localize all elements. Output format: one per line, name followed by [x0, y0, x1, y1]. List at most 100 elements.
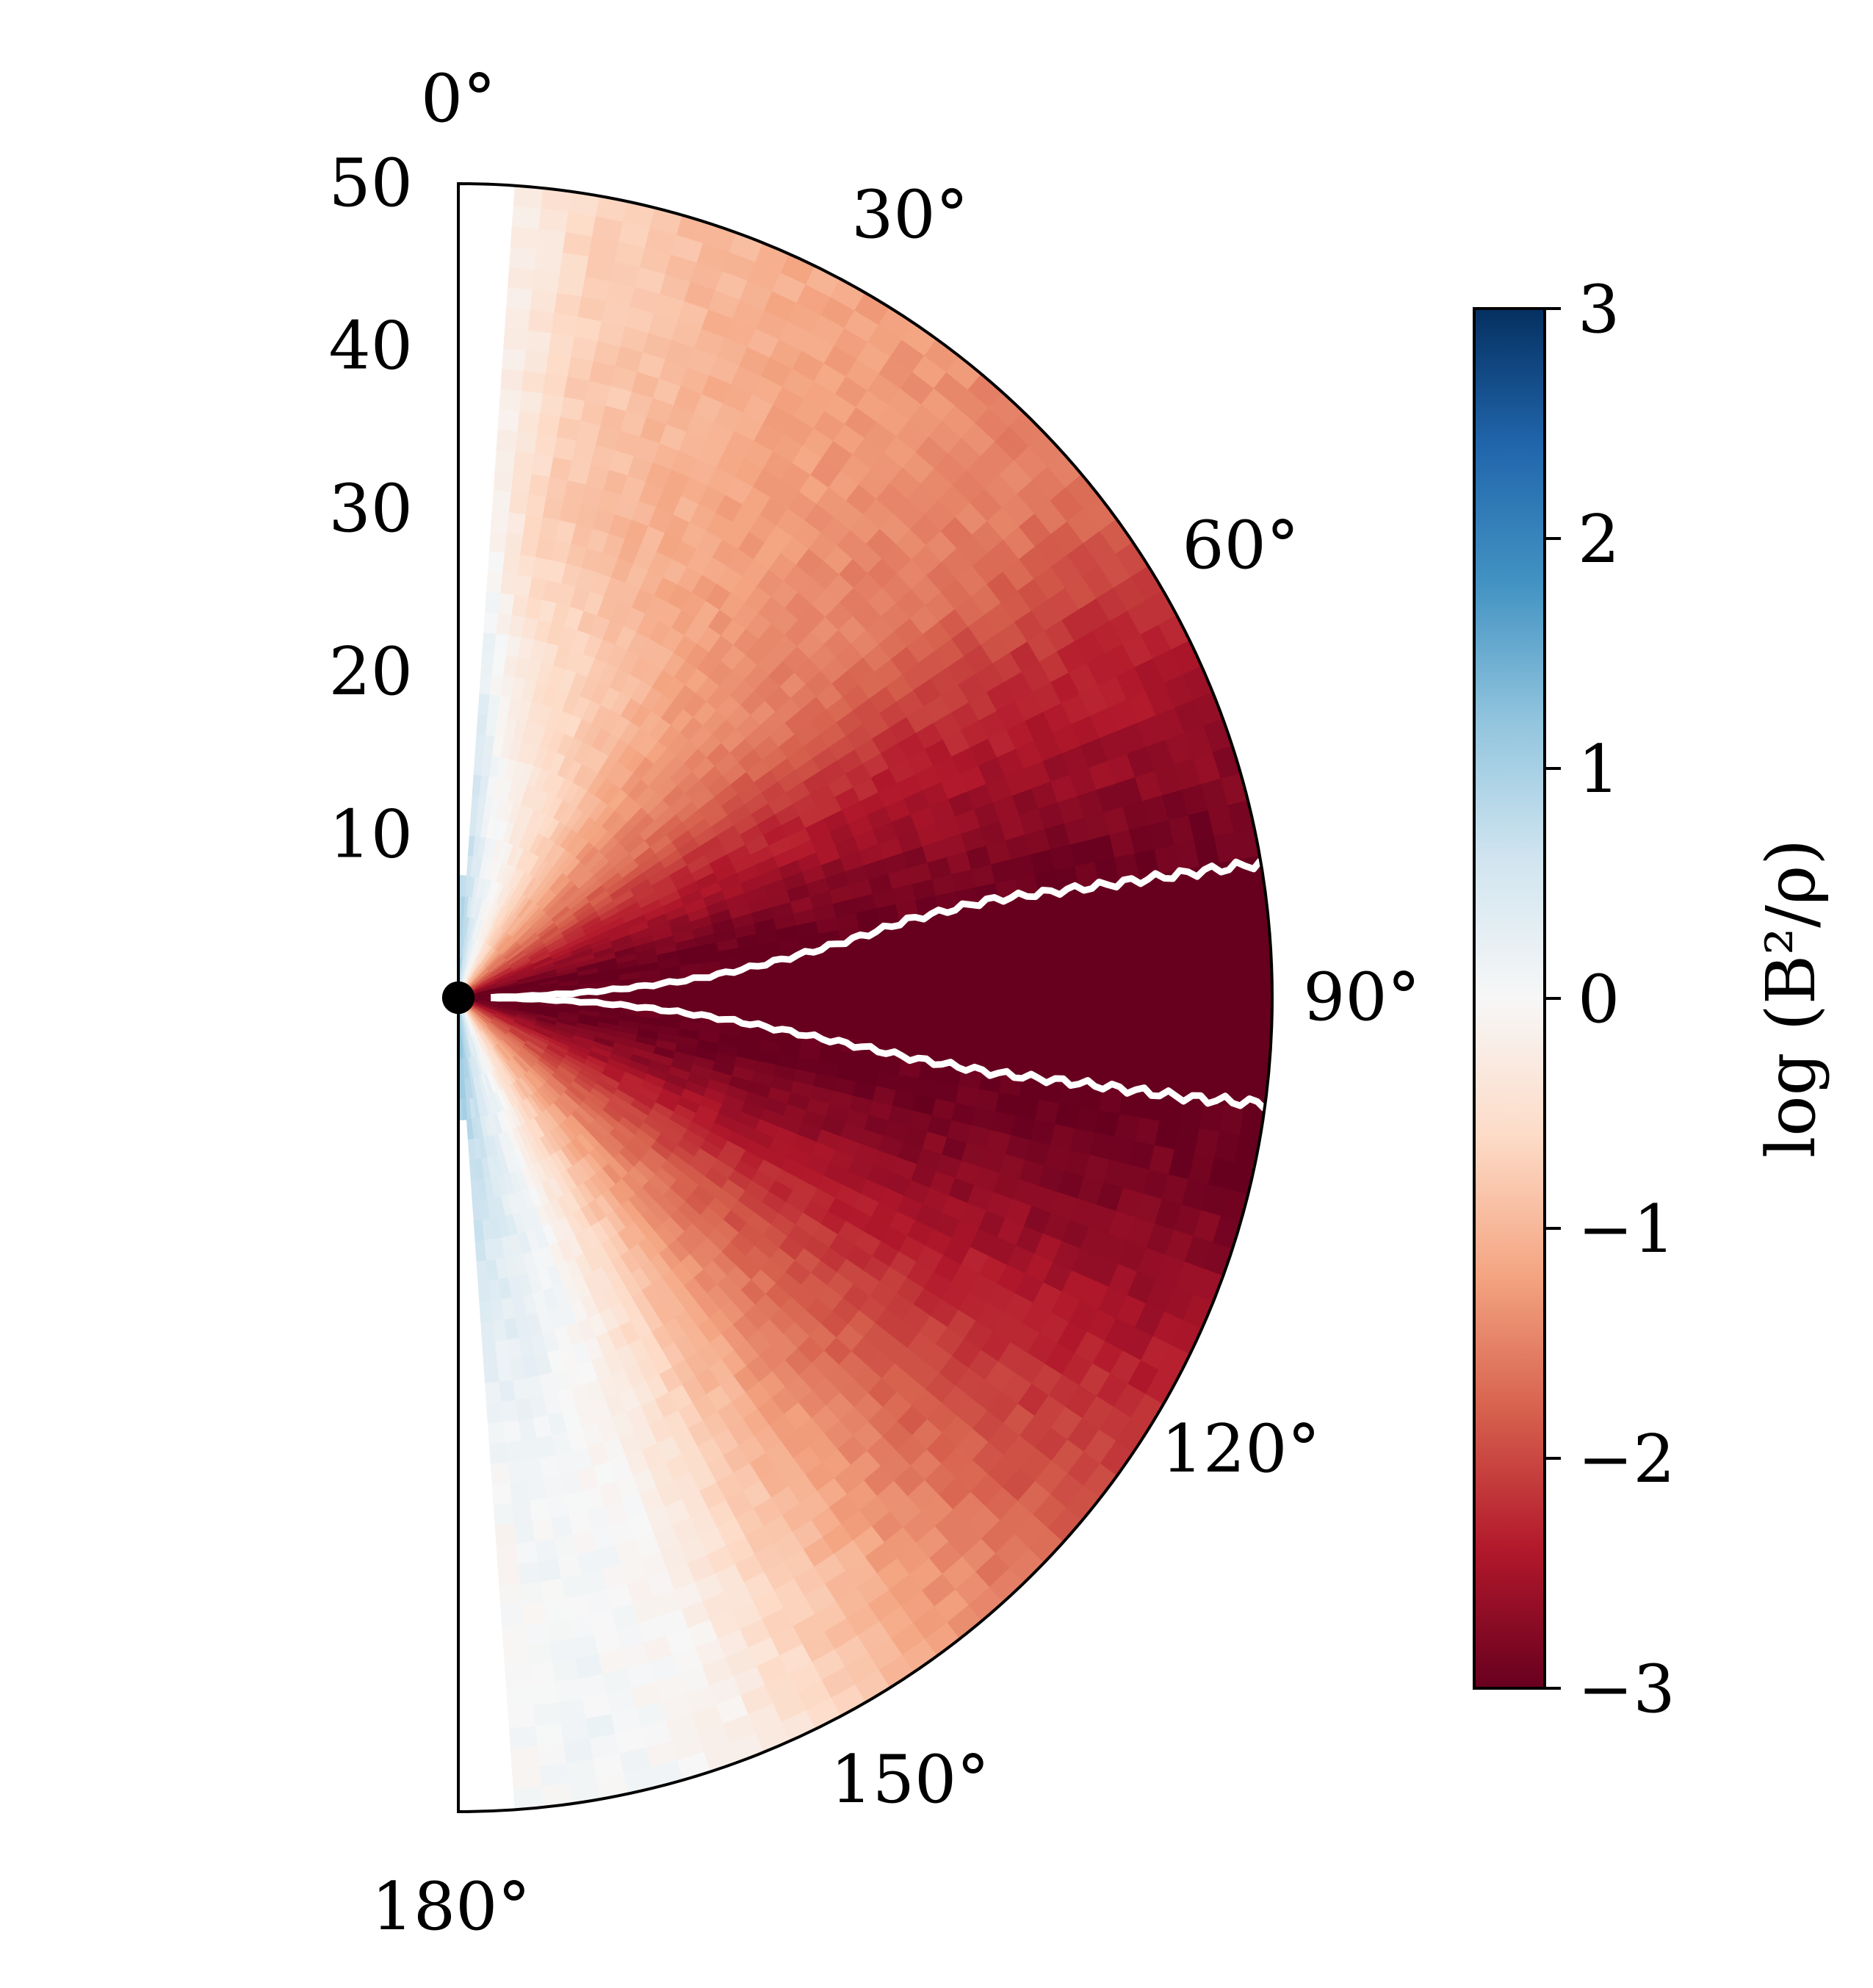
- heatmap-cell: [924, 1013, 948, 1033]
- heatmap-cell: [1088, 997, 1111, 1021]
- heatmap-cell: [510, 226, 540, 250]
- heatmap-cell: [1004, 1035, 1028, 1058]
- heatmap-cell: [1208, 943, 1232, 972]
- colorbar-gradient: [1473, 307, 1546, 1690]
- heatmap-cell: [1086, 951, 1110, 976]
- heatmap-cell: [1044, 1038, 1068, 1062]
- heatmap-cell: [487, 550, 506, 574]
- heatmap-cell: [1249, 1025, 1272, 1055]
- heatmap-cell: [502, 347, 527, 371]
- heatmap-cell: [482, 1341, 497, 1364]
- heatmap-cell: [1186, 918, 1210, 948]
- heatmap-cell: [823, 1009, 845, 1026]
- heatmap-cell: [526, 1642, 552, 1666]
- colorbar-tick-label: 2: [1578, 501, 1620, 578]
- heatmap-cell: [1004, 937, 1028, 960]
- heatmap-cell: [472, 1199, 483, 1222]
- heatmap-cell: [506, 511, 527, 535]
- heatmap-cell: [903, 1028, 926, 1048]
- heatmap-cell: [1006, 1016, 1028, 1038]
- heatmap-cell: [497, 1563, 521, 1587]
- heatmap-cell: [1188, 1023, 1211, 1051]
- colorbar-tick-label: 0: [1578, 961, 1620, 1038]
- heatmap-cell: [1210, 997, 1233, 1026]
- heatmap-cell: [486, 571, 504, 594]
- heatmap-cell: [1067, 1018, 1089, 1042]
- radial-tick-label: 20: [328, 633, 413, 710]
- heatmap-cell: [473, 1220, 485, 1242]
- heatmap-cell: [507, 266, 535, 290]
- heatmap-cell: [517, 1561, 541, 1585]
- heatmap-cell: [1203, 889, 1228, 920]
- colorbar: 3 2 1 0 −1 −2 −3 log (B²/ρ): [1473, 271, 1830, 1728]
- heatmap-cell: [491, 1483, 513, 1506]
- heatmap-cell: [545, 352, 572, 377]
- heatmap-cell: [722, 997, 744, 1009]
- heatmap-cell: [945, 979, 968, 998]
- heatmap-cell: [1108, 973, 1130, 998]
- heatmap-cell: [483, 1361, 499, 1384]
- heatmap-cell: [513, 1521, 535, 1545]
- heatmap-cell: [1022, 915, 1046, 939]
- heatmap-cell: [538, 207, 569, 233]
- heatmap-cell: [1145, 923, 1169, 950]
- heatmap-cell: [1208, 1023, 1232, 1053]
- heatmap-cell: [502, 1420, 522, 1444]
- heatmap-cell: [1189, 997, 1212, 1025]
- heatmap-cell: [1067, 997, 1090, 1020]
- heatmap-cell: [965, 960, 988, 981]
- heatmap-cell: [722, 987, 744, 998]
- angular-tick-label: 180°: [372, 1868, 531, 1945]
- heatmap-cell: [506, 1461, 527, 1484]
- heatmap-cell: [1145, 1045, 1169, 1073]
- heatmap-cell: [782, 973, 805, 987]
- angular-tick-label: 150°: [831, 1741, 990, 1818]
- heatmap-cell: [503, 1644, 530, 1668]
- colorbar-tick-label: −3: [1578, 1651, 1675, 1728]
- angular-tick-label: 60°: [1182, 507, 1299, 584]
- heatmap-cell: [943, 943, 967, 965]
- heatmap-cell: [508, 245, 538, 270]
- black-hole-marker: [441, 981, 475, 1015]
- heatmap-cell: [1166, 921, 1190, 949]
- heatmap-cell: [519, 1581, 544, 1606]
- heatmap-cell: [524, 1621, 550, 1646]
- heatmap-cell: [1166, 1046, 1190, 1075]
- heatmap-cell: [522, 370, 547, 394]
- heatmap-cell: [1006, 997, 1029, 1018]
- heatmap-cell: [985, 1015, 1008, 1037]
- heatmap-cell: [511, 1766, 542, 1790]
- heatmap-cell: [904, 1012, 927, 1031]
- heatmap-cell: [701, 997, 723, 1008]
- heatmap-cell: [884, 1012, 906, 1030]
- heatmap-cell: [905, 981, 927, 998]
- heatmap-cell: [862, 952, 885, 970]
- heatmap-cell: [476, 1260, 489, 1283]
- heatmap-cell: [661, 997, 683, 1006]
- heatmap-cell: [536, 228, 567, 253]
- heatmap-cell: [1046, 954, 1069, 978]
- heatmap-cell: [500, 367, 525, 392]
- angular-tick-label: 0°: [421, 60, 496, 137]
- heatmap-cell: [1105, 1042, 1129, 1069]
- heatmap-cell: [1229, 941, 1252, 971]
- heatmap-cell: [1128, 973, 1151, 998]
- heatmap-cell: [844, 997, 866, 1012]
- heatmap-cell: [490, 1462, 510, 1485]
- heatmap-cell: [477, 1281, 491, 1303]
- heatmap-cell: [505, 1665, 532, 1689]
- heatmap-cell: [528, 1498, 551, 1522]
- heatmap-cell: [823, 997, 845, 1012]
- heatmap-cell: [762, 1007, 784, 1021]
- heatmap-cell: [941, 926, 965, 948]
- heatmap-cell: [515, 430, 538, 455]
- heatmap-cell: [844, 983, 866, 998]
- heatmap-cell: [527, 309, 555, 334]
- heatmap-cell: [487, 1422, 506, 1445]
- heatmap-cell: [1024, 935, 1047, 959]
- heatmap-cell: [1108, 997, 1130, 1022]
- heatmap-cell: [488, 530, 508, 553]
- heatmap-cell: [782, 1008, 805, 1023]
- colorbar-tick-label: −1: [1578, 1191, 1675, 1268]
